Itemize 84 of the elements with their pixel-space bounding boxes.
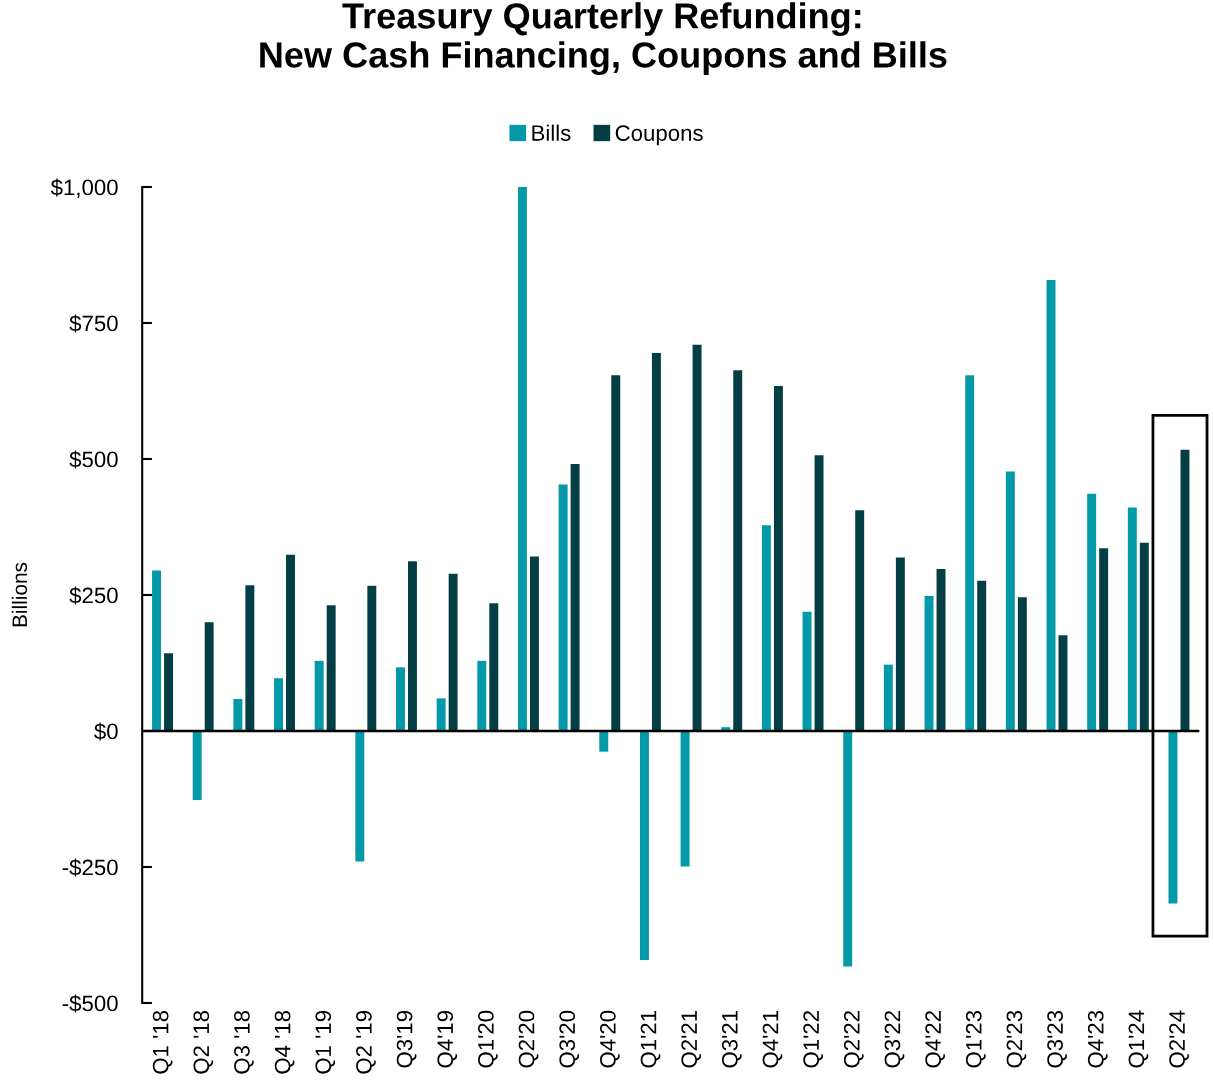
bar (895, 557, 905, 731)
bar (286, 554, 295, 731)
bar (192, 731, 202, 801)
bar (245, 585, 255, 731)
bar (692, 344, 702, 731)
bar (570, 463, 580, 731)
legend-label: Coupons (615, 125, 703, 146)
x-tick-label: Q4'19 (437, 1010, 458, 1068)
bar (855, 510, 865, 731)
bar (1099, 548, 1109, 731)
x-tick-label: Q2'20 (518, 1010, 539, 1068)
bar (965, 375, 975, 731)
legend-label: Bills (532, 124, 571, 141)
bar (396, 667, 405, 731)
y-tick-label: $250 (69, 586, 118, 605)
x-tick-label: Q3'21 (721, 1011, 742, 1068)
x-tick-label: Q3'22 (884, 1011, 905, 1068)
bar (773, 386, 783, 731)
y-tick-label: $1,000 (50, 178, 118, 198)
x-tick-label: Q1 '19 (315, 1010, 336, 1074)
bar (733, 370, 743, 731)
bar (1087, 493, 1097, 731)
y-axis-title: Billions (11, 562, 28, 627)
bar (651, 352, 661, 731)
x-tick-label: Q1 '18 (152, 1010, 173, 1074)
y-tick-label: $750 (69, 314, 118, 333)
bar (1127, 507, 1137, 731)
bar (1139, 542, 1149, 731)
x-tick-label: Q1'20 (478, 1010, 498, 1068)
x-tick-label: Q4'23 (1087, 1010, 1108, 1068)
x-tick-label: Q2'21 (681, 1011, 702, 1068)
bar (977, 580, 987, 731)
bar (802, 611, 812, 731)
x-tick-label: Q2'24 (1169, 1010, 1189, 1068)
x-tick-label: Q1'24 (1128, 1010, 1149, 1068)
bar (1180, 449, 1190, 731)
x-tick-label: Q4'22 (925, 1011, 945, 1068)
bar (477, 660, 487, 731)
x-tick-label: Q2'23 (1006, 1010, 1027, 1068)
bar (814, 455, 824, 731)
x-tick-label: Q2 '19 (356, 1010, 376, 1074)
y-tick-label: $500 (69, 450, 118, 469)
x-tick-label: Q4'21 (762, 1011, 783, 1068)
x-tick-label: Q2'22 (843, 1011, 864, 1068)
bar (314, 660, 324, 731)
bar (529, 556, 539, 731)
bar (326, 605, 336, 731)
x-tick-label: Q3'20 (559, 1010, 580, 1068)
bar (274, 678, 283, 731)
x-tick-label: Q1'22 (803, 1011, 823, 1068)
bar (204, 622, 214, 731)
bar (164, 653, 173, 731)
bar (611, 375, 621, 731)
bar (1017, 597, 1027, 731)
x-tick-label: Q3'19 (396, 1010, 417, 1068)
bar (843, 731, 853, 967)
bar (367, 585, 377, 731)
chart-title: Treasury Quarterly Refunding: New Cash Financing, Coupons and Bills (260, 2, 947, 76)
bar (599, 731, 609, 752)
bar (1005, 471, 1015, 731)
bar (924, 596, 934, 731)
bar (883, 664, 893, 731)
bar (436, 698, 446, 731)
bar (558, 484, 568, 731)
y-tick-label: $0 (94, 722, 118, 741)
x-tick-label: Q4'20 (599, 1010, 620, 1068)
y-tick-label: -$500 (62, 994, 118, 1013)
x-tick-label: Q1'23 (965, 1010, 986, 1068)
bar (517, 187, 527, 731)
x-tick-label: Q4 '18 (274, 1010, 295, 1074)
x-tick-label: Q2 '18 (193, 1010, 214, 1074)
y-tick-label: -$250 (62, 858, 118, 877)
x-tick-label: Q3 '18 (234, 1010, 254, 1074)
bar (680, 731, 690, 867)
bar (408, 561, 417, 731)
x-tick-label: Q3'23 (1047, 1010, 1067, 1068)
bar (489, 603, 499, 731)
x-tick-label: Q1'21 (640, 1011, 661, 1068)
bar (233, 698, 243, 731)
bar (448, 573, 458, 731)
bar (639, 731, 649, 961)
bar (761, 525, 771, 731)
bar (152, 570, 161, 731)
bar (355, 731, 365, 862)
